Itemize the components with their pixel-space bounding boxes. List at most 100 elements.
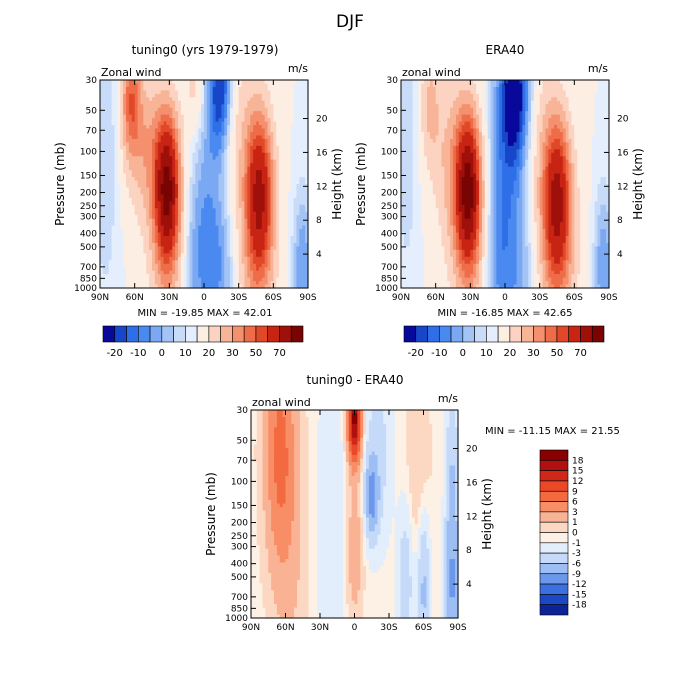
- colorbar-swatch: [173, 325, 186, 343]
- field-cell: [264, 125, 269, 130]
- field-cell: [146, 211, 150, 216]
- field-cell: [224, 104, 228, 109]
- field-cell: [117, 145, 121, 150]
- field-cell: [261, 242, 266, 247]
- field-cell: [105, 187, 110, 192]
- field-cell: [206, 201, 211, 206]
- field-cell: [209, 163, 214, 168]
- field-cell: [128, 100, 133, 105]
- field-cell: [175, 135, 179, 140]
- field-cell: [160, 114, 165, 119]
- field-cell: [218, 125, 222, 130]
- field-cell: [253, 211, 257, 216]
- field-cell: [293, 121, 298, 126]
- field-cell: [273, 142, 277, 147]
- field-cell: [146, 236, 150, 241]
- field-cell: [305, 232, 309, 237]
- field-cell: [108, 80, 113, 85]
- field-cell: [221, 152, 225, 157]
- field-cell: [253, 170, 257, 175]
- field-cell: [192, 197, 196, 202]
- field-cell: [247, 229, 251, 234]
- field-cell: [154, 222, 159, 227]
- field-cell: [227, 111, 231, 116]
- field-cell: [258, 201, 263, 206]
- field-cell: [287, 111, 292, 116]
- field-cell: [154, 173, 159, 178]
- field-cell: [282, 232, 286, 237]
- field-cell: [212, 187, 217, 192]
- colorbar-swatch: [161, 325, 174, 343]
- field-cell: [282, 83, 286, 88]
- field-cell: [198, 118, 202, 123]
- field-cell: [143, 187, 147, 192]
- field-cell: [273, 218, 277, 223]
- field-cell: [114, 211, 118, 216]
- field-cell: [261, 86, 266, 91]
- field-cell: [204, 145, 208, 150]
- field-cell: [253, 93, 257, 98]
- field-cell: [247, 80, 251, 85]
- field-cell: [267, 125, 272, 130]
- field-cell: [232, 118, 237, 123]
- field-cell: [287, 232, 292, 237]
- field-cell: [131, 194, 136, 199]
- field-cell: [299, 149, 303, 154]
- field-cell: [230, 170, 234, 175]
- field-cell: [235, 197, 240, 202]
- field-cell: [100, 222, 104, 227]
- field-cell: [175, 173, 179, 178]
- field-cell: [206, 242, 211, 247]
- field-cell: [299, 83, 303, 88]
- field-cell: [282, 236, 286, 241]
- field-cell: [152, 236, 156, 241]
- field-cell: [267, 145, 272, 150]
- field-cell: [120, 225, 124, 230]
- field-cell: [221, 194, 225, 199]
- field-cell: [284, 142, 289, 147]
- field-cell: [172, 114, 176, 119]
- field-cell: [180, 215, 185, 220]
- field-cell: [178, 132, 182, 137]
- field-cell: [276, 242, 280, 247]
- field-cell: [120, 177, 124, 182]
- field-cell: [105, 93, 110, 98]
- field-cell: [224, 132, 228, 137]
- field-cell: [206, 80, 211, 85]
- field-cell: [264, 201, 269, 206]
- field-cell: [284, 229, 289, 234]
- field-cell: [108, 132, 113, 137]
- field-cell: [102, 145, 107, 150]
- field-cell: [201, 149, 205, 154]
- field-cell: [100, 156, 104, 161]
- field-cell: [183, 159, 188, 164]
- field-cell: [218, 173, 222, 178]
- field-cell: [267, 222, 272, 227]
- field-cell: [166, 204, 170, 209]
- field-cell: [149, 197, 153, 202]
- field-cell: [154, 229, 159, 234]
- field-cell: [152, 138, 156, 143]
- field-cell: [235, 80, 240, 85]
- field-cell: [296, 232, 300, 237]
- field-cell: [305, 142, 309, 147]
- field-cell: [111, 86, 116, 91]
- field-cell: [267, 118, 272, 123]
- field-cell: [218, 208, 222, 213]
- field-cell: [149, 211, 153, 216]
- field-cell: [282, 173, 286, 178]
- field-cell: [276, 86, 280, 91]
- field-cell: [293, 229, 298, 234]
- units-label: m/s: [588, 62, 608, 75]
- field-cell: [189, 163, 194, 168]
- field-cell: [279, 177, 283, 182]
- field-cell: [140, 104, 144, 109]
- field-cell: [305, 100, 309, 105]
- field-cell: [293, 194, 298, 199]
- field-cell: [169, 142, 173, 147]
- field-cell: [238, 204, 243, 209]
- field-cell: [157, 229, 162, 234]
- field-cell: [128, 232, 133, 237]
- field-cell: [123, 190, 127, 195]
- field-cell: [296, 80, 300, 85]
